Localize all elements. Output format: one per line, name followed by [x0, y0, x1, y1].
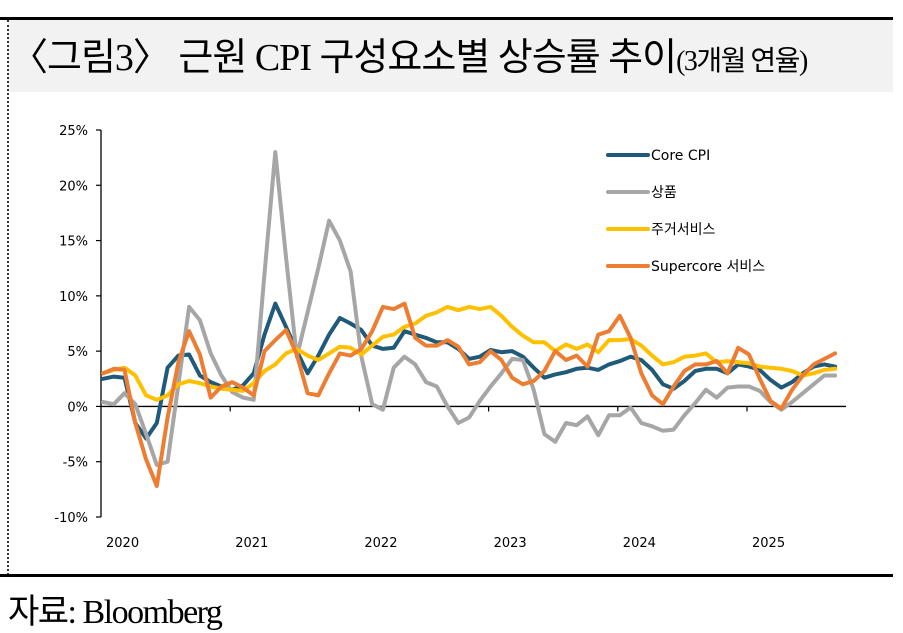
series-line-2	[101, 304, 838, 402]
y-tick-label: -5%	[63, 456, 88, 471]
y-tick-label: 15%	[59, 235, 88, 250]
source-note: 자료: Bloomberg	[8, 594, 223, 631]
x-tick-label: 2024	[623, 536, 656, 551]
legend-label-2: 주거서비스	[651, 222, 716, 238]
y-tick-label: 10%	[59, 290, 88, 305]
figure-title: 〈그림3〉 근원 CPI 구성요소별 상승률 추이(3개월 연율)	[10, 26, 808, 81]
top-rule	[0, 17, 893, 20]
legend-label-0: Core CPI	[651, 148, 710, 164]
legend-label-1: 상품	[651, 185, 677, 201]
y-tick-label: -10%	[54, 511, 88, 526]
y-tick-label: 5%	[67, 345, 88, 360]
x-tick-label: 2023	[494, 536, 527, 551]
y-axis: -10% -5% 0% 5% 10% 15% 20% 25%	[54, 124, 102, 526]
figure-title-main: 〈그림3〉 근원 CPI 구성요소별 상승률 추이	[10, 37, 677, 79]
left-dotted-border	[7, 20, 9, 575]
series-line-3	[101, 301, 838, 488]
y-tick-label: 20%	[59, 179, 88, 194]
series-lines	[101, 150, 838, 488]
x-tick-label: 2025	[752, 536, 785, 551]
legend-label-3: Supercore 서비스	[651, 259, 765, 275]
title-band	[8, 20, 893, 92]
series-line-1	[101, 150, 838, 467]
figure-title-sub: (3개월 연율)	[676, 46, 808, 77]
line-chart: -10% -5% 0% 5% 10% 15% 20% 25% 2020 2021 2022 2023…	[54, 124, 846, 551]
bottom-rule	[0, 574, 893, 577]
y-tick-label: 25%	[59, 124, 88, 139]
x-tick-label: 2021	[235, 536, 268, 551]
x-tick-label: 2020	[106, 536, 139, 551]
x-tick-label: 2022	[364, 536, 397, 551]
y-tick-label: 0%	[67, 400, 88, 415]
x-axis: 2020 2021 2022 2023 2024 2025	[101, 405, 846, 551]
